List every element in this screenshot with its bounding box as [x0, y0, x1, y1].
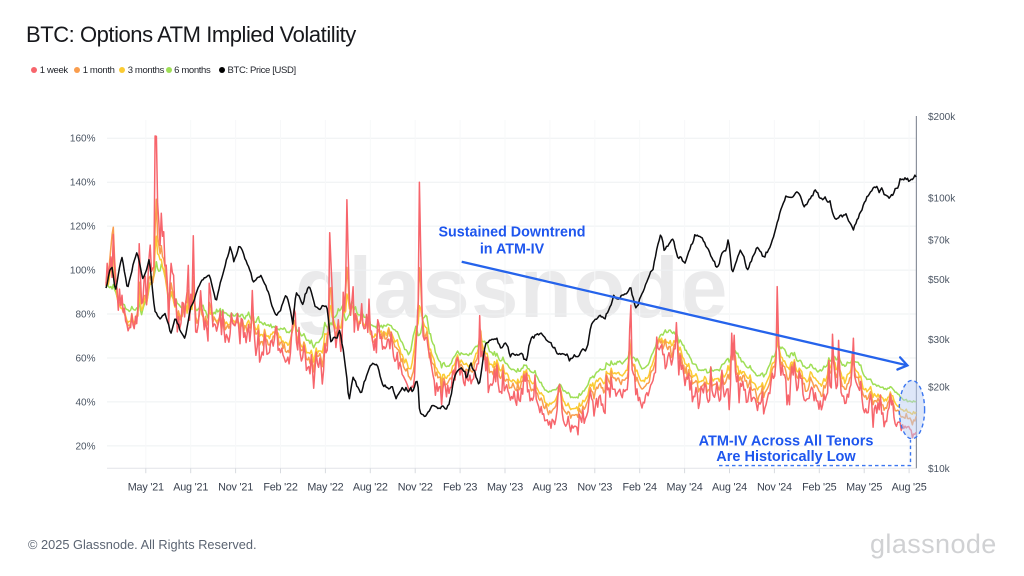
svg-text:$30k: $30k: [928, 335, 951, 346]
svg-text:Nov '21: Nov '21: [218, 482, 253, 494]
svg-text:Nov '23: Nov '23: [577, 482, 612, 494]
svg-text:Feb '25: Feb '25: [802, 482, 836, 494]
svg-text:Feb '23: Feb '23: [443, 482, 477, 494]
svg-text:$70k: $70k: [928, 236, 951, 247]
svg-text:May '23: May '23: [487, 482, 523, 494]
svg-text:May '24: May '24: [667, 482, 703, 494]
svg-text:Nov '24: Nov '24: [757, 482, 792, 494]
svg-text:Aug '22: Aug '22: [353, 482, 388, 494]
svg-text:Aug '23: Aug '23: [532, 482, 567, 494]
svg-text:$200k: $200k: [928, 112, 956, 123]
svg-text:May '25: May '25: [846, 482, 882, 494]
svg-text:100%: 100%: [70, 266, 96, 277]
svg-text:40%: 40%: [75, 397, 95, 408]
svg-text:140%: 140%: [70, 178, 96, 189]
svg-text:Feb '22: Feb '22: [263, 482, 297, 494]
svg-text:Sustained Downtrend: Sustained Downtrend: [439, 224, 586, 240]
svg-text:120%: 120%: [70, 222, 96, 233]
svg-text:160%: 160%: [70, 134, 96, 145]
svg-text:Are Historically Low: Are Historically Low: [716, 449, 856, 465]
svg-text:May '22: May '22: [307, 482, 343, 494]
svg-text:Aug '24: Aug '24: [712, 482, 747, 494]
svg-text:ATM-IV Across All Tenors: ATM-IV Across All Tenors: [699, 434, 874, 450]
svg-text:Feb '24: Feb '24: [623, 482, 657, 494]
svg-text:Aug '25: Aug '25: [892, 482, 927, 494]
svg-text:60%: 60%: [75, 354, 95, 365]
svg-text:May '21: May '21: [128, 482, 164, 494]
svg-text:in ATM-IV: in ATM-IV: [480, 241, 545, 257]
svg-text:80%: 80%: [75, 310, 95, 321]
svg-text:$10k: $10k: [928, 464, 951, 475]
svg-text:$50k: $50k: [928, 275, 951, 286]
svg-text:20%: 20%: [75, 441, 95, 452]
svg-text:$20k: $20k: [928, 383, 951, 394]
svg-text:$100k: $100k: [928, 194, 956, 205]
svg-text:Aug '21: Aug '21: [173, 482, 208, 494]
svg-text:Nov '22: Nov '22: [398, 482, 433, 494]
